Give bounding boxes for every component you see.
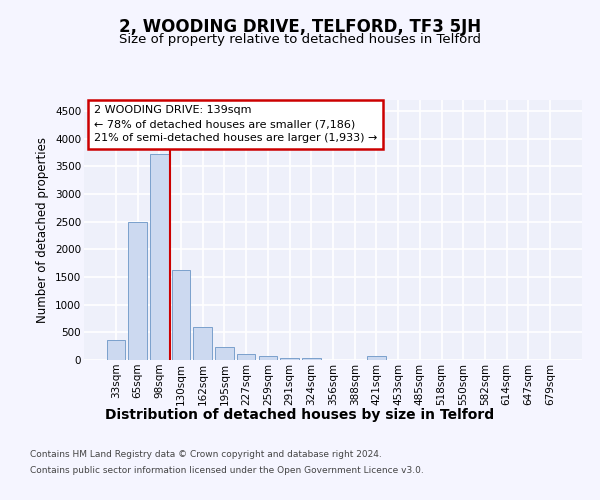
- Bar: [128, 222, 147, 360]
- Bar: [107, 340, 125, 360]
- Text: Size of property relative to detached houses in Telford: Size of property relative to detached ho…: [119, 32, 481, 46]
- Bar: [237, 354, 256, 360]
- Bar: [150, 154, 169, 360]
- Text: 2 WOODING DRIVE: 139sqm
← 78% of detached houses are smaller (7,186)
21% of semi: 2 WOODING DRIVE: 139sqm ← 78% of detache…: [94, 105, 377, 143]
- Bar: [172, 270, 190, 360]
- Text: Distribution of detached houses by size in Telford: Distribution of detached houses by size …: [106, 408, 494, 422]
- Bar: [193, 328, 212, 360]
- Text: Contains public sector information licensed under the Open Government Licence v3: Contains public sector information licen…: [30, 466, 424, 475]
- Text: 2, WOODING DRIVE, TELFORD, TF3 5JH: 2, WOODING DRIVE, TELFORD, TF3 5JH: [119, 18, 481, 36]
- Bar: [367, 356, 386, 360]
- Bar: [280, 358, 299, 360]
- Bar: [302, 358, 320, 360]
- Text: Contains HM Land Registry data © Crown copyright and database right 2024.: Contains HM Land Registry data © Crown c…: [30, 450, 382, 459]
- Bar: [259, 356, 277, 360]
- Y-axis label: Number of detached properties: Number of detached properties: [37, 137, 49, 323]
- Bar: [215, 346, 233, 360]
